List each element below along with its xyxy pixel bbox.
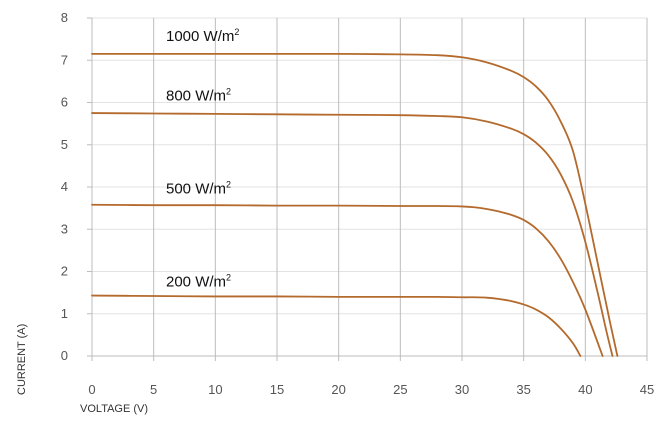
- iv-curve-0: [91, 52, 619, 357]
- x-tick-label: 25: [393, 382, 407, 397]
- y-axis-title: CURRENT (A): [16, 324, 28, 395]
- curve-label-0: 1000 W/m2: [166, 27, 239, 45]
- label-layer: 1000 W/m2 800 W/m2 500 W/m2 200 W/m2: [166, 27, 239, 290]
- curve-label-2: 500 W/m2: [166, 179, 231, 197]
- x-axis-title: VOLTAGE (V): [80, 403, 148, 415]
- x-tick-label: 5: [150, 382, 157, 397]
- x-tick-label: 45: [640, 382, 654, 397]
- iv-curve-3: [91, 294, 582, 357]
- y-tick-label: 1: [61, 306, 68, 321]
- x-tick-label: 0: [88, 382, 95, 397]
- grid-layer: [92, 17, 648, 361]
- y-tick-label: 7: [61, 52, 68, 67]
- y-tick-label: 5: [61, 137, 68, 152]
- curve-label-1: 800 W/m2: [166, 86, 231, 104]
- y-tick-label: 2: [61, 264, 68, 279]
- y-tick-label: 0: [61, 348, 68, 363]
- y-tick-label: 6: [61, 95, 68, 110]
- curve-label-3: 200 W/m2: [166, 272, 231, 290]
- y-tick-label: 3: [61, 221, 68, 236]
- x-tick-label: 15: [270, 382, 284, 397]
- iv-curve-1: [91, 112, 614, 357]
- x-tick-label: 30: [455, 382, 469, 397]
- y-tick-label: 4: [61, 179, 68, 194]
- x-tick-label: 20: [331, 382, 345, 397]
- iv-curve-2: [91, 203, 604, 357]
- curve-layer: [91, 52, 619, 357]
- x-tick-label: 35: [516, 382, 530, 397]
- x-tick-label: 40: [578, 382, 592, 397]
- x-tick-label: 10: [208, 382, 222, 397]
- y-tick-label: 8: [61, 10, 68, 25]
